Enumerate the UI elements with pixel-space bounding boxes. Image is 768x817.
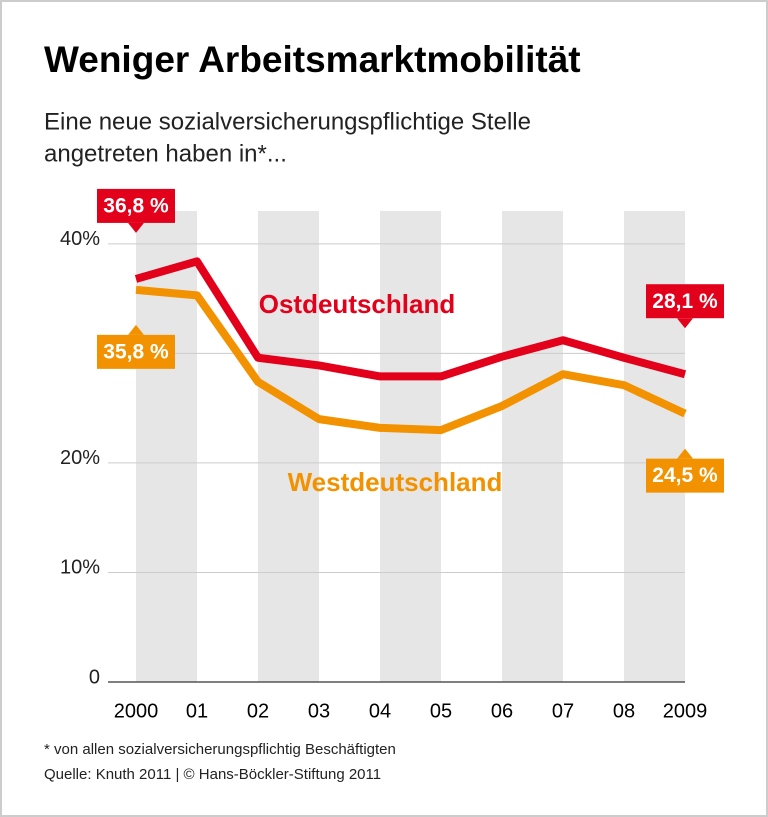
label-pointer — [677, 448, 693, 459]
data-label: 24,5 % — [652, 464, 718, 487]
y-tick-label: 20% — [60, 447, 100, 469]
line — [134, 257, 687, 381]
band — [502, 211, 563, 682]
subtitle: angetreten haben in*... — [44, 140, 287, 167]
line — [135, 285, 687, 435]
x-tick-label: 04 — [369, 700, 391, 722]
data-label: 36,8 % — [103, 194, 169, 217]
band — [258, 211, 319, 682]
y-tick-label: 40% — [60, 228, 100, 250]
source: Quelle: Knuth 2011 | © Hans-Böckler-Stif… — [44, 766, 381, 783]
y-tick-label: 0 — [89, 666, 100, 688]
x-tick-label: 2009 — [663, 700, 708, 722]
x-tick-label: 02 — [247, 700, 269, 722]
x-tick-label: 01 — [186, 700, 208, 722]
x-tick-label: 07 — [552, 700, 574, 722]
data-label: 35,8 % — [103, 340, 169, 363]
data-label: 28,1 % — [652, 290, 718, 313]
legend-label: Ostdeutschland — [259, 289, 455, 319]
band — [380, 211, 441, 682]
label-box — [646, 284, 724, 319]
footnote: * von allen sozialversicherungspflichtig… — [44, 741, 396, 758]
x-tick-label: 06 — [491, 700, 513, 722]
legend-label: Westdeutschland — [288, 467, 503, 497]
grid — [108, 243, 685, 683]
chart-title: Weniger Arbeitsmarktmobilität — [44, 39, 581, 80]
band — [624, 211, 685, 682]
label-box — [646, 458, 724, 493]
x-tick-label: 2000 — [114, 700, 159, 722]
label-pointer — [677, 318, 693, 329]
label-box — [97, 188, 175, 223]
label-pointer — [128, 324, 144, 335]
subtitle: Eine neue sozialversicherungspflichtige … — [44, 108, 531, 135]
y-tick-label: 10% — [60, 557, 100, 579]
label-pointer — [128, 222, 144, 233]
band — [136, 211, 197, 682]
label-box — [97, 334, 175, 369]
x-tick-label: 03 — [308, 700, 330, 722]
x-tick-label: 05 — [430, 700, 452, 722]
x-tick-label: 08 — [613, 700, 635, 722]
